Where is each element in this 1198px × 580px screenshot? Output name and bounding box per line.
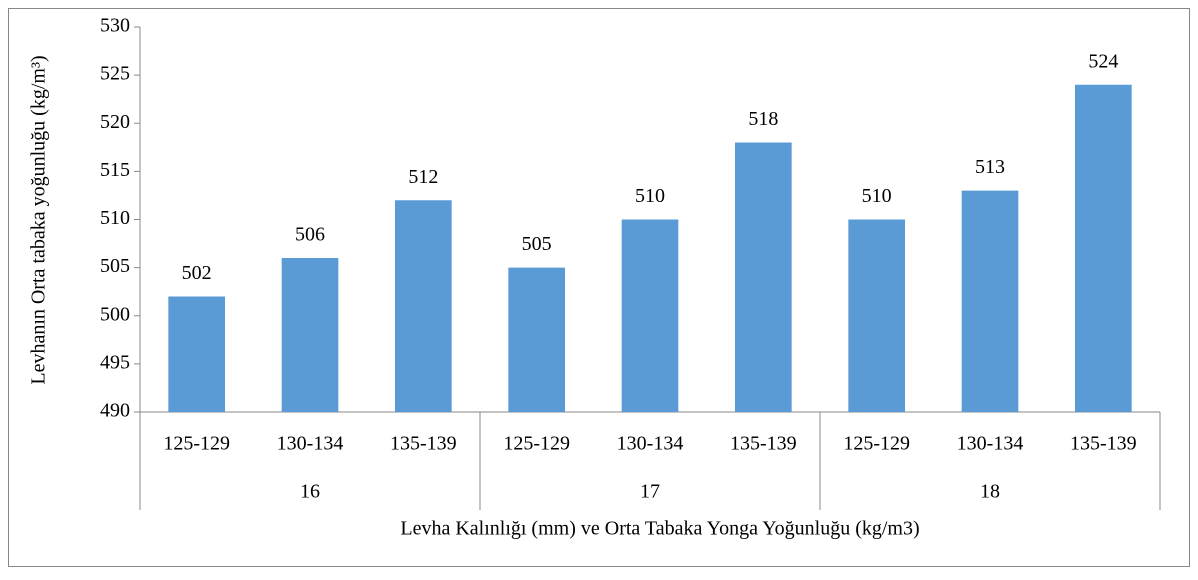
y-tick-label: 525: [100, 63, 130, 85]
y-tick-label: 520: [100, 111, 130, 133]
x-tick-label: 135-139: [1070, 433, 1137, 455]
x-tick-label: 130-134: [277, 433, 344, 455]
data-label: 513: [975, 156, 1005, 178]
group-label: 18: [980, 481, 1000, 503]
data-label: 510: [862, 185, 892, 207]
data-label: 502: [182, 262, 212, 284]
y-tick-label: 510: [100, 207, 130, 229]
x-tick-label: 125-129: [843, 433, 910, 455]
data-label: 524: [1088, 50, 1118, 72]
bar: [281, 258, 339, 412]
bar: [395, 200, 452, 412]
bar: [848, 219, 905, 412]
x-tick-label: 135-139: [730, 433, 797, 455]
bar: [621, 219, 679, 412]
x-tick-label: 130-134: [957, 433, 1024, 455]
data-label: 512: [408, 166, 438, 188]
bar: [508, 267, 565, 412]
bar: [961, 190, 1019, 412]
y-tick-label: 500: [100, 303, 130, 325]
data-label: 510: [635, 185, 665, 207]
group-label: 16: [300, 481, 320, 503]
data-label: 505: [522, 233, 552, 255]
bar: [168, 296, 225, 412]
y-tick-label: 515: [100, 159, 130, 181]
y-axis-title: Levhanın Orta tabaka yoğunluğu (kg/m³): [28, 55, 50, 384]
x-tick-label: 125-129: [503, 433, 570, 455]
y-tick-label: 490: [100, 400, 130, 422]
y-tick-label: 530: [100, 15, 130, 37]
data-label: 506: [295, 224, 325, 246]
bar: [1075, 84, 1132, 412]
y-tick-label: 495: [100, 351, 130, 373]
bar: [735, 142, 792, 412]
y-tick-label: 505: [100, 255, 130, 277]
x-axis-title: Levha Kalınlığı (mm) ve Orta Tabaka Yong…: [400, 518, 919, 540]
x-tick-label: 130-134: [617, 433, 684, 455]
data-label: 518: [748, 108, 778, 130]
x-tick-label: 135-139: [390, 433, 457, 455]
x-tick-label: 125-129: [163, 433, 230, 455]
group-label: 17: [640, 481, 660, 503]
